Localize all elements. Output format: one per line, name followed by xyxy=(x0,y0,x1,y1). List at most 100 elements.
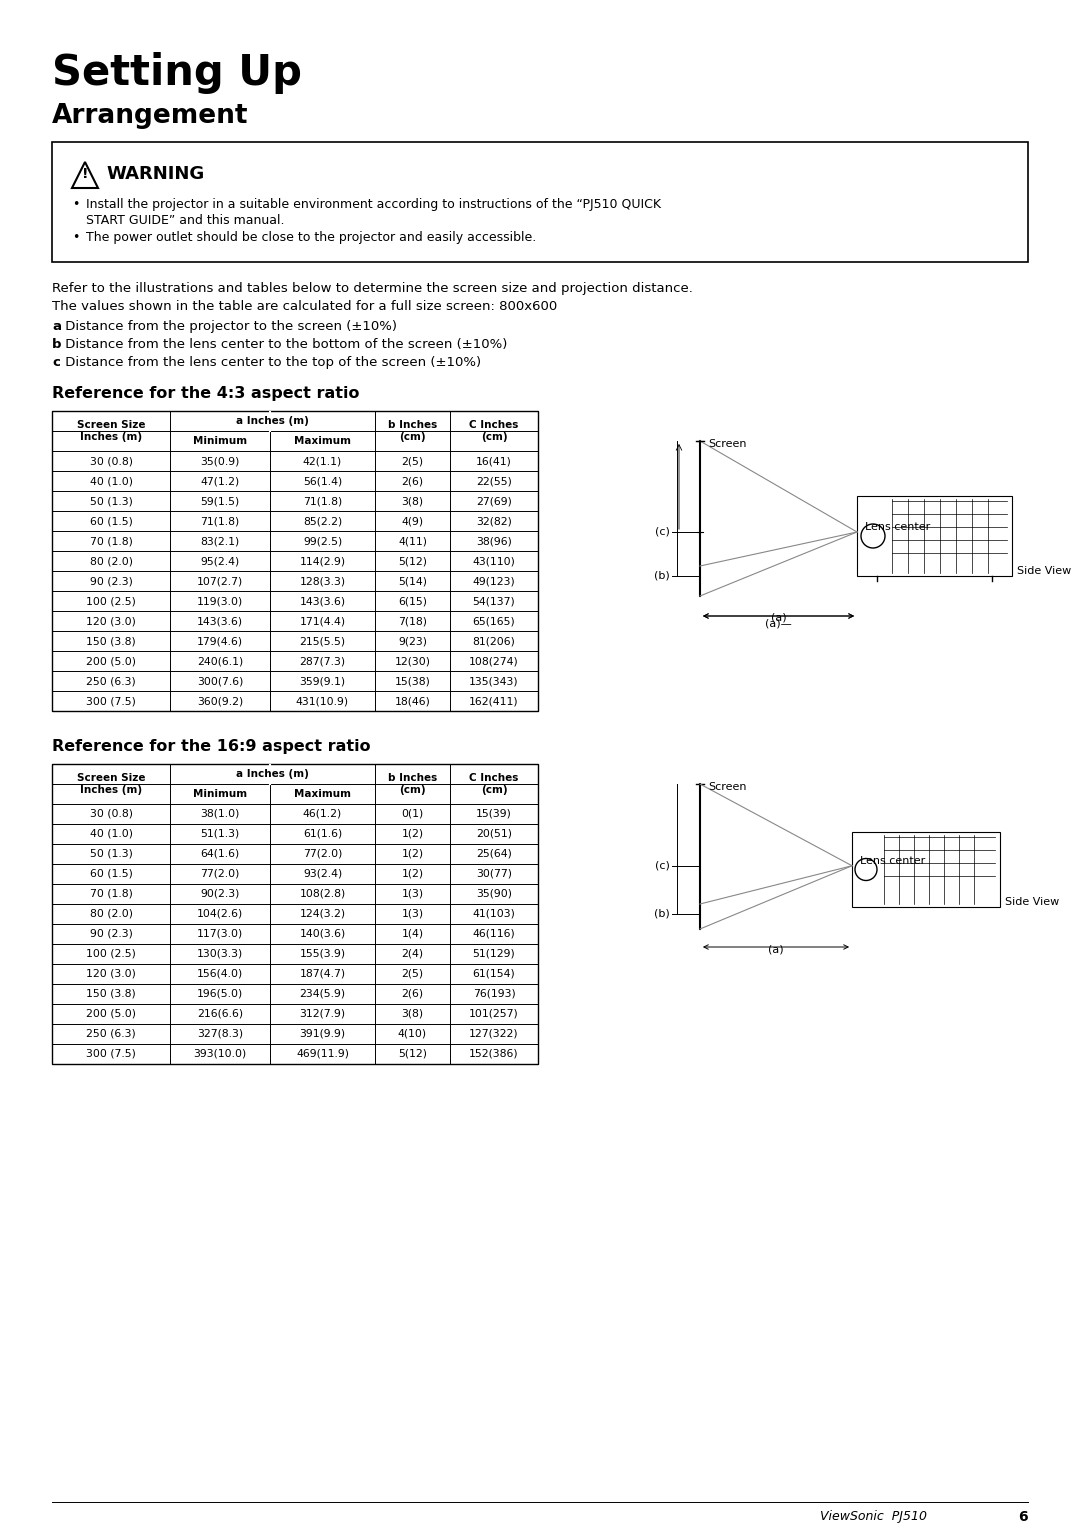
Text: Distance from the lens center to the bottom of the screen (±10%): Distance from the lens center to the bot… xyxy=(60,338,508,351)
Text: 140(3.6): 140(3.6) xyxy=(299,929,346,940)
Text: 56(1.4): 56(1.4) xyxy=(302,477,342,486)
Text: 130(3.3): 130(3.3) xyxy=(197,949,243,960)
Text: Screen Size
Inches (m): Screen Size Inches (m) xyxy=(77,773,145,795)
Text: Setting Up: Setting Up xyxy=(52,52,302,95)
Text: 2(6): 2(6) xyxy=(402,989,423,999)
Text: 47(1.2): 47(1.2) xyxy=(201,477,240,486)
Text: 77(2.0): 77(2.0) xyxy=(302,850,342,859)
Text: 42(1.1): 42(1.1) xyxy=(302,455,342,466)
Text: c: c xyxy=(52,356,59,368)
Text: Reference for the 4:3 aspect ratio: Reference for the 4:3 aspect ratio xyxy=(52,387,360,400)
Text: Refer to the illustrations and tables below to determine the screen size and pro: Refer to the illustrations and tables be… xyxy=(52,283,693,295)
Text: 85(2.2): 85(2.2) xyxy=(302,516,342,526)
Text: 30 (0.8): 30 (0.8) xyxy=(90,455,133,466)
Text: 250 (6.3): 250 (6.3) xyxy=(86,1028,136,1039)
Text: 64(1.6): 64(1.6) xyxy=(201,850,240,859)
Text: Screen: Screen xyxy=(708,439,746,449)
Text: 120 (3.0): 120 (3.0) xyxy=(86,969,136,979)
Text: 90 (2.3): 90 (2.3) xyxy=(90,576,133,587)
Text: 2(5): 2(5) xyxy=(402,455,423,466)
Text: 1(3): 1(3) xyxy=(402,889,423,898)
Text: 360(9.2): 360(9.2) xyxy=(197,695,243,706)
Text: b Inches
(cm): b Inches (cm) xyxy=(388,420,437,442)
Text: 2(4): 2(4) xyxy=(402,949,423,960)
Text: 76(193): 76(193) xyxy=(473,989,515,999)
Text: 80 (2.0): 80 (2.0) xyxy=(90,909,133,918)
Text: 38(1.0): 38(1.0) xyxy=(200,808,240,819)
Text: 216(6.6): 216(6.6) xyxy=(197,1008,243,1019)
Text: 50 (1.3): 50 (1.3) xyxy=(90,497,133,506)
Text: 18(46): 18(46) xyxy=(394,695,431,706)
Bar xyxy=(852,833,1000,908)
Text: 287(7.3): 287(7.3) xyxy=(299,656,346,666)
Text: Side View: Side View xyxy=(1017,565,1071,576)
Text: 391(9.9): 391(9.9) xyxy=(299,1028,346,1039)
Text: 6: 6 xyxy=(1018,1510,1028,1523)
Text: 5(12): 5(12) xyxy=(399,1050,427,1059)
Text: 171(4.4): 171(4.4) xyxy=(299,616,346,626)
Text: 20(51): 20(51) xyxy=(476,830,512,839)
Text: 40 (1.0): 40 (1.0) xyxy=(90,477,133,486)
Text: 95(2.4): 95(2.4) xyxy=(201,556,240,565)
Text: 431(10.9): 431(10.9) xyxy=(296,695,349,706)
Text: Screen Size
Inches (m): Screen Size Inches (m) xyxy=(77,420,145,442)
Text: 117(3.0): 117(3.0) xyxy=(197,929,243,940)
Text: 41(103): 41(103) xyxy=(473,909,515,918)
Text: 1(2): 1(2) xyxy=(402,850,423,859)
Text: 2(6): 2(6) xyxy=(402,477,423,486)
Text: 143(3.6): 143(3.6) xyxy=(299,596,346,607)
Text: 49(123): 49(123) xyxy=(473,576,515,587)
Text: Side View: Side View xyxy=(1005,897,1059,908)
Text: 71(1.8): 71(1.8) xyxy=(201,516,240,526)
Text: 234(5.9): 234(5.9) xyxy=(299,989,346,999)
Text: 70 (1.8): 70 (1.8) xyxy=(90,536,133,545)
Text: 46(1.2): 46(1.2) xyxy=(302,808,342,819)
Text: 61(1.6): 61(1.6) xyxy=(302,830,342,839)
Text: 35(90): 35(90) xyxy=(476,889,512,898)
Text: 196(5.0): 196(5.0) xyxy=(197,989,243,999)
Text: 83(2.1): 83(2.1) xyxy=(201,536,240,545)
Text: 215(5.5): 215(5.5) xyxy=(299,636,346,646)
Text: WARNING: WARNING xyxy=(106,165,204,183)
Text: 100 (2.5): 100 (2.5) xyxy=(86,949,136,960)
Text: 65(165): 65(165) xyxy=(473,616,515,626)
Text: The values shown in the table are calculated for a full size screen: 800x600: The values shown in the table are calcul… xyxy=(52,299,557,313)
Text: Minimum: Minimum xyxy=(193,435,247,446)
Text: 200 (5.0): 200 (5.0) xyxy=(86,656,136,666)
Text: 469(11.9): 469(11.9) xyxy=(296,1050,349,1059)
Text: C Inches
(cm): C Inches (cm) xyxy=(470,773,518,795)
Text: a: a xyxy=(52,319,60,333)
Text: 70 (1.8): 70 (1.8) xyxy=(90,889,133,898)
Text: 40 (1.0): 40 (1.0) xyxy=(90,830,133,839)
Text: 393(10.0): 393(10.0) xyxy=(193,1050,246,1059)
Text: Reference for the 16:9 aspect ratio: Reference for the 16:9 aspect ratio xyxy=(52,740,370,753)
Text: 100 (2.5): 100 (2.5) xyxy=(86,596,136,607)
Text: ViewSonic  PJ510: ViewSonic PJ510 xyxy=(820,1510,927,1523)
Text: 155(3.9): 155(3.9) xyxy=(299,949,346,960)
Text: 80 (2.0): 80 (2.0) xyxy=(90,556,133,565)
Text: (b): (b) xyxy=(654,571,670,581)
Text: 60 (1.5): 60 (1.5) xyxy=(90,516,133,526)
Text: 120 (3.0): 120 (3.0) xyxy=(86,616,136,626)
Text: 60 (1.5): 60 (1.5) xyxy=(90,869,133,879)
Text: 5(12): 5(12) xyxy=(399,556,427,565)
Text: 51(129): 51(129) xyxy=(473,949,515,960)
Text: 300 (7.5): 300 (7.5) xyxy=(86,695,136,706)
Text: 9(23): 9(23) xyxy=(399,636,427,646)
Text: Arrangement: Arrangement xyxy=(52,102,248,128)
Text: 43(110): 43(110) xyxy=(473,556,515,565)
Text: 127(322): 127(322) xyxy=(469,1028,518,1039)
Text: 152(386): 152(386) xyxy=(469,1050,518,1059)
Text: The power outlet should be close to the projector and easily accessible.: The power outlet should be close to the … xyxy=(86,231,537,244)
Text: 101(257): 101(257) xyxy=(469,1008,518,1019)
Text: (a): (a) xyxy=(771,613,786,623)
Bar xyxy=(858,497,1012,576)
Text: 2(5): 2(5) xyxy=(402,969,423,979)
Text: 16(41): 16(41) xyxy=(476,455,512,466)
Bar xyxy=(52,142,1028,261)
Bar xyxy=(52,411,538,711)
Text: Lens center: Lens center xyxy=(860,856,926,866)
Text: 150 (3.8): 150 (3.8) xyxy=(86,636,136,646)
Text: a Inches (m): a Inches (m) xyxy=(237,416,309,426)
Text: Lens center: Lens center xyxy=(865,523,930,532)
